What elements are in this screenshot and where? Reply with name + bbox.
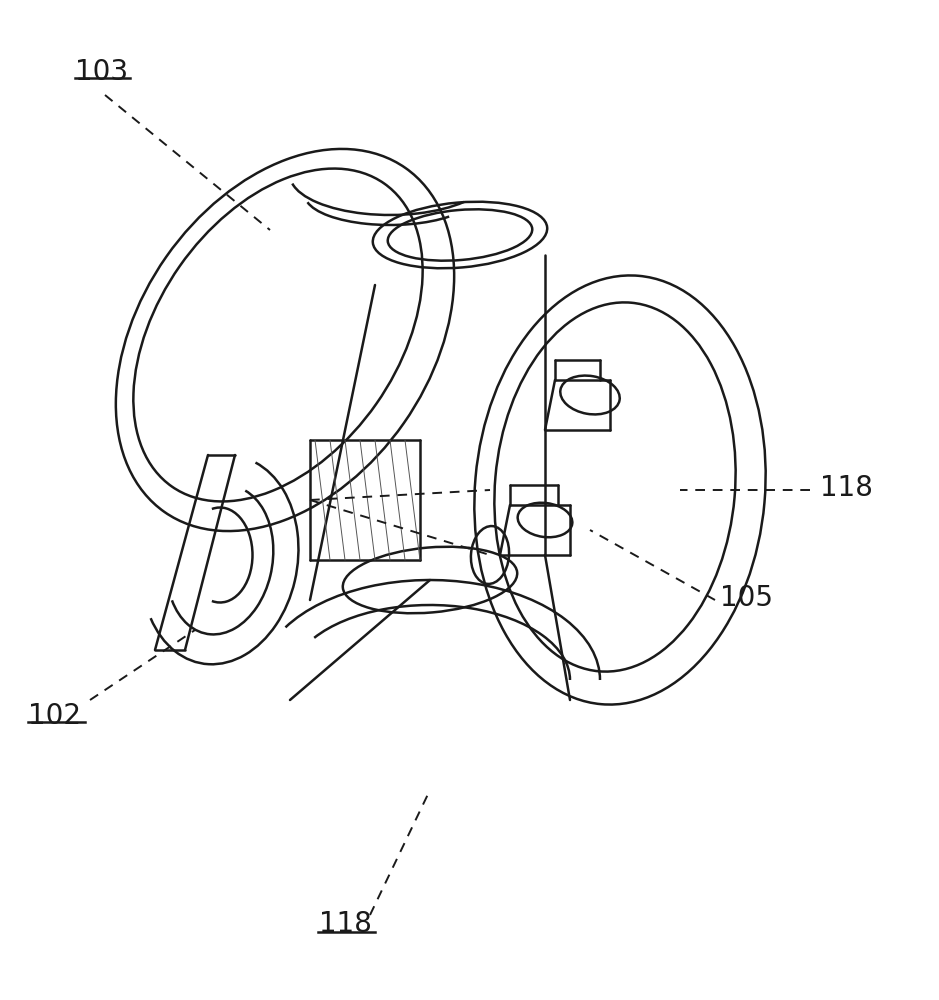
- Text: 103: 103: [75, 58, 128, 86]
- Text: 102: 102: [28, 702, 81, 730]
- Text: 118: 118: [820, 474, 873, 502]
- Text: 118: 118: [318, 910, 372, 938]
- Text: 105: 105: [720, 584, 773, 612]
